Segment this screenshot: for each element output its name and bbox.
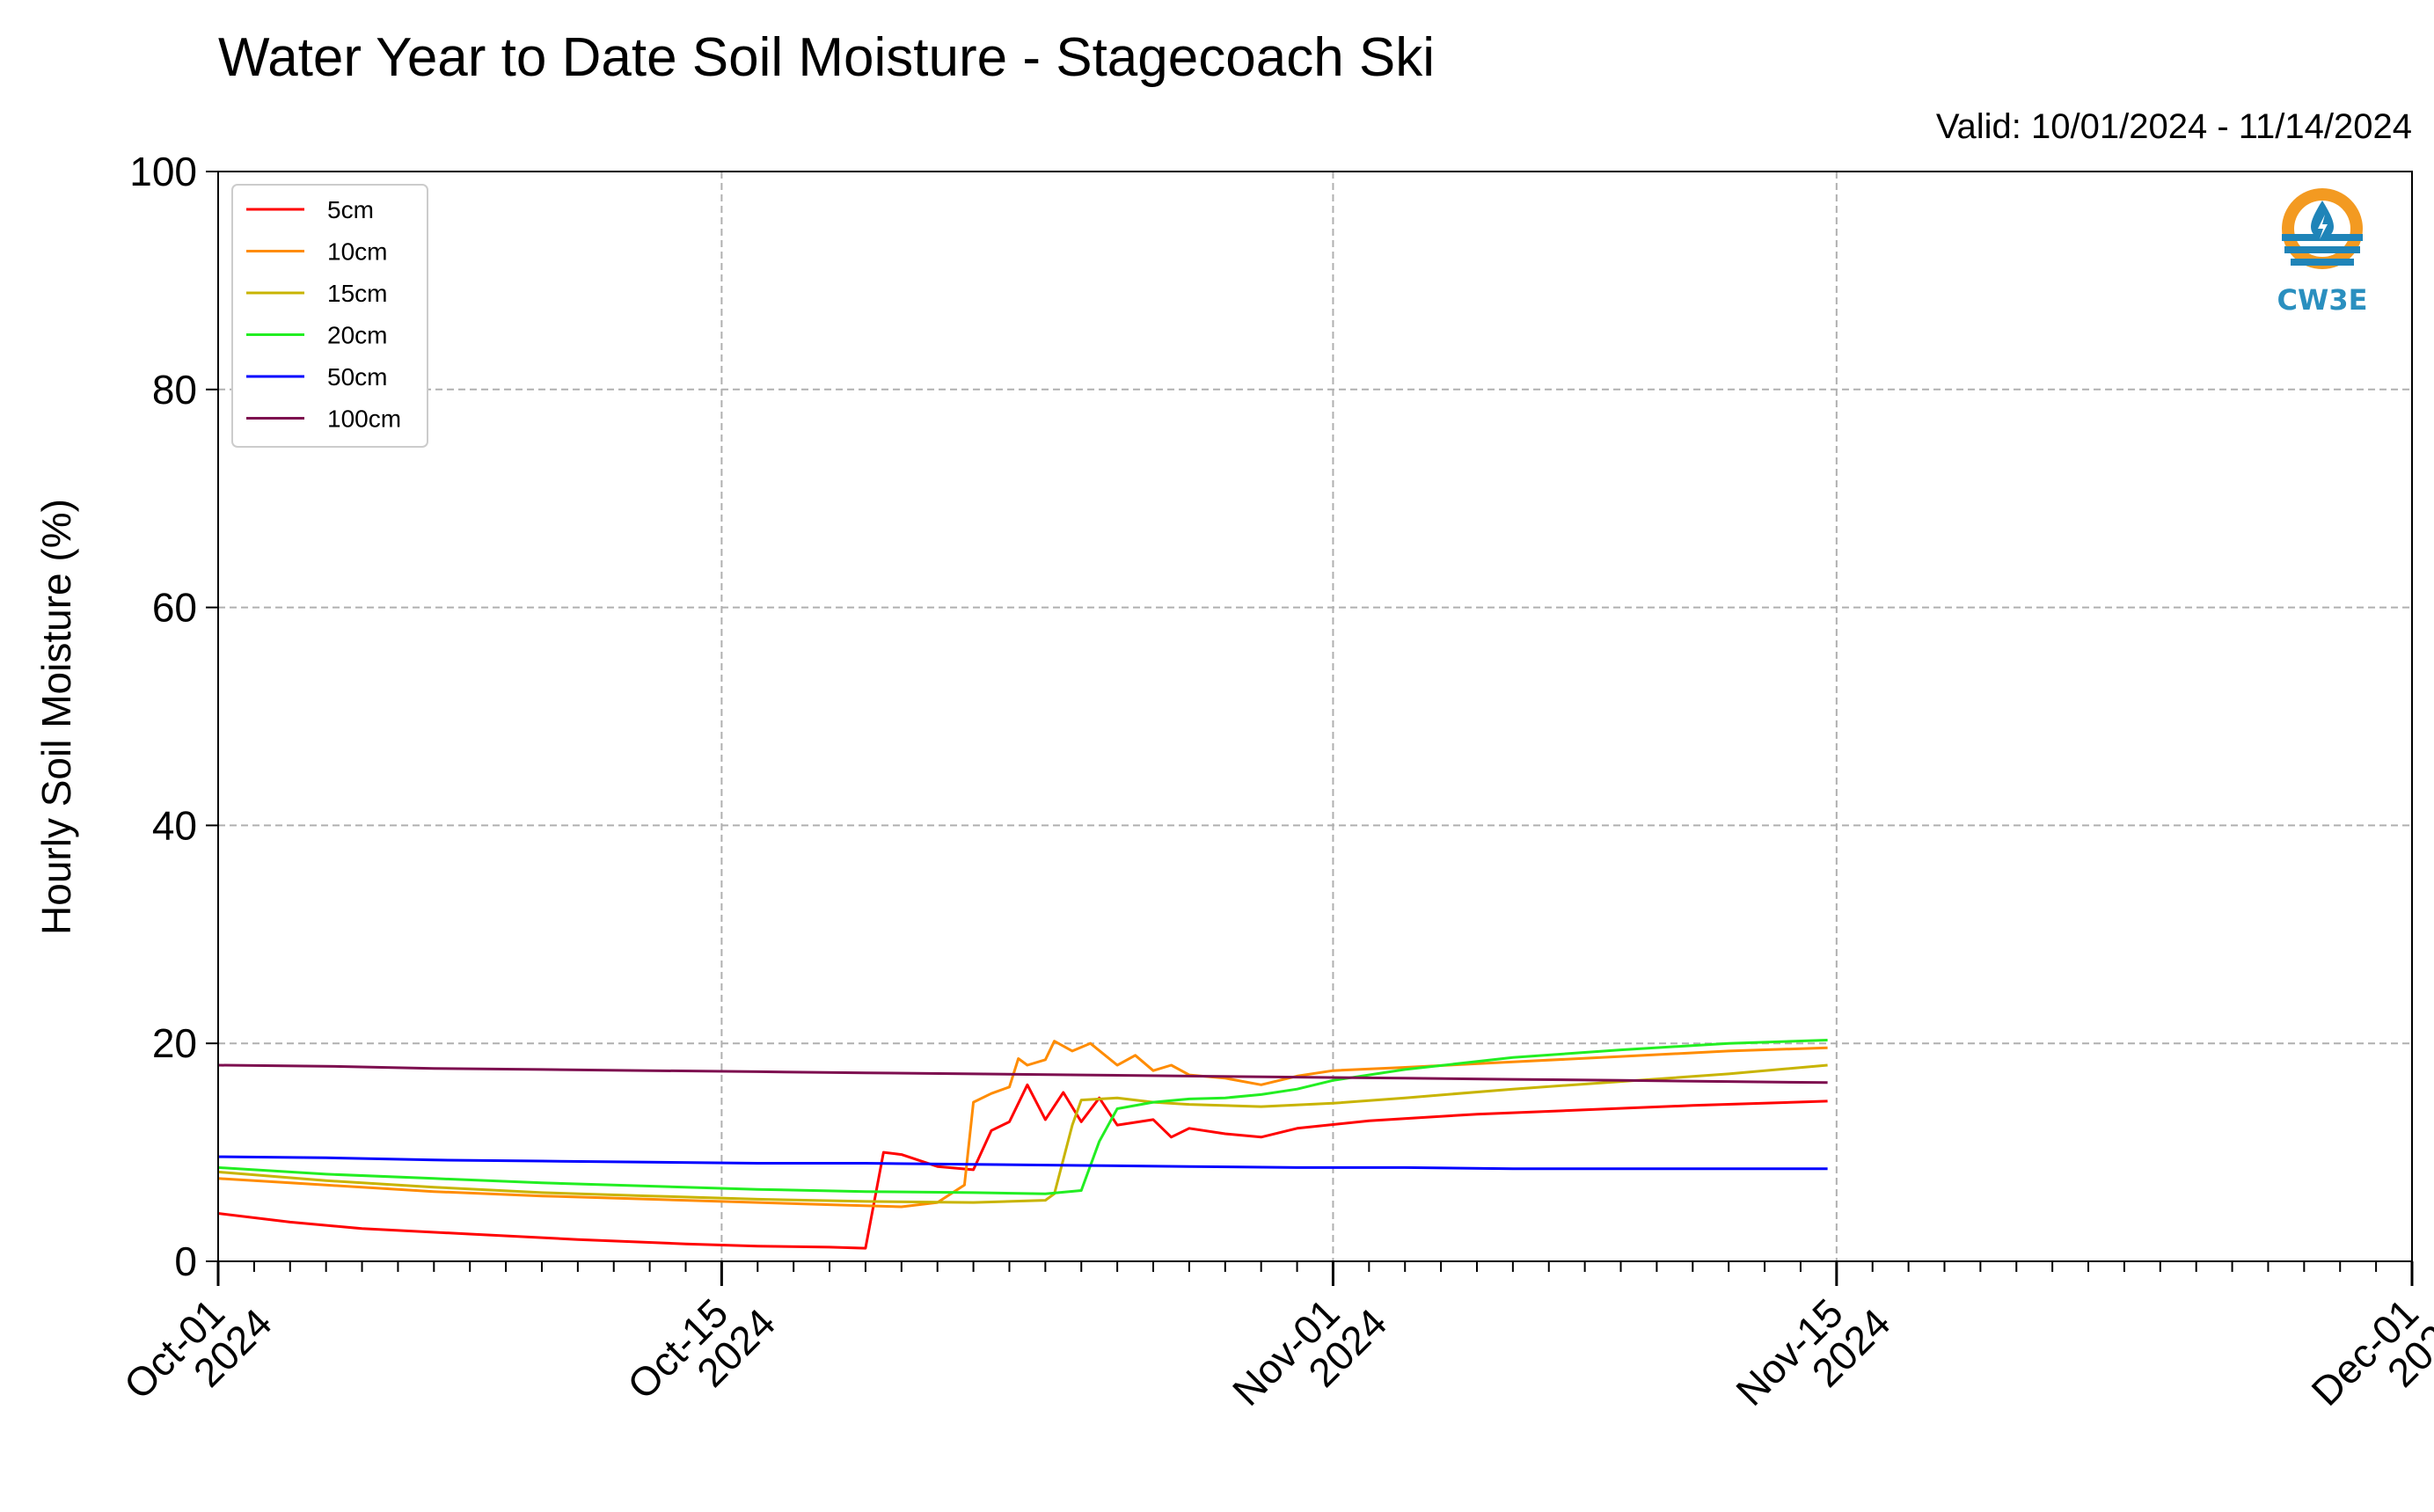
y-tick-label: 60 bbox=[152, 585, 197, 631]
cw3e-logo: CW3E bbox=[2277, 188, 2368, 317]
logo-wave bbox=[2291, 259, 2354, 266]
series-line-20cm bbox=[217, 1039, 1828, 1195]
plot-frame bbox=[217, 171, 2413, 1262]
y-axis-label: Hourly Soil Moisture (%) bbox=[33, 499, 79, 935]
logo-bolt bbox=[2318, 215, 2328, 239]
y-tick-label: 100 bbox=[129, 149, 197, 194]
y-tick-label: 40 bbox=[152, 802, 197, 848]
series-line-50cm bbox=[217, 1155, 1828, 1171]
legend-label-50cm: 50cm bbox=[327, 363, 387, 391]
legend-label-100cm: 100cm bbox=[327, 405, 401, 433]
axes bbox=[217, 171, 2413, 1262]
legend-label-20cm: 20cm bbox=[327, 322, 387, 349]
series-line-100cm bbox=[217, 1063, 1828, 1085]
series-line-15cm bbox=[217, 1063, 1828, 1204]
legend-label-5cm: 5cm bbox=[327, 196, 374, 223]
logo-text: CW3E bbox=[2277, 283, 2368, 317]
y-tick-label: 20 bbox=[152, 1020, 197, 1066]
y-tick-label: 80 bbox=[152, 367, 197, 413]
grid-lines bbox=[218, 172, 2412, 1261]
series-line-10cm bbox=[217, 1040, 1828, 1209]
chart-title: Water Year to Date Soil Moisture - Stage… bbox=[218, 27, 1436, 88]
legend-label-15cm: 15cm bbox=[327, 280, 387, 307]
y-tick-label: 0 bbox=[174, 1238, 197, 1284]
series-line-5cm bbox=[217, 1083, 1828, 1250]
logo-drop bbox=[2311, 201, 2334, 238]
legend: 5cm 10cm 15cm 20cm 50cm 100cm bbox=[231, 184, 428, 448]
water-drop-icon bbox=[2282, 188, 2363, 269]
logo-wave bbox=[2284, 246, 2360, 253]
series-lines bbox=[217, 1039, 1828, 1250]
legend-label-10cm: 10cm bbox=[327, 238, 387, 266]
valid-date-range: Valid: 10/01/2024 - 11/14/2024 bbox=[1935, 107, 2412, 146]
